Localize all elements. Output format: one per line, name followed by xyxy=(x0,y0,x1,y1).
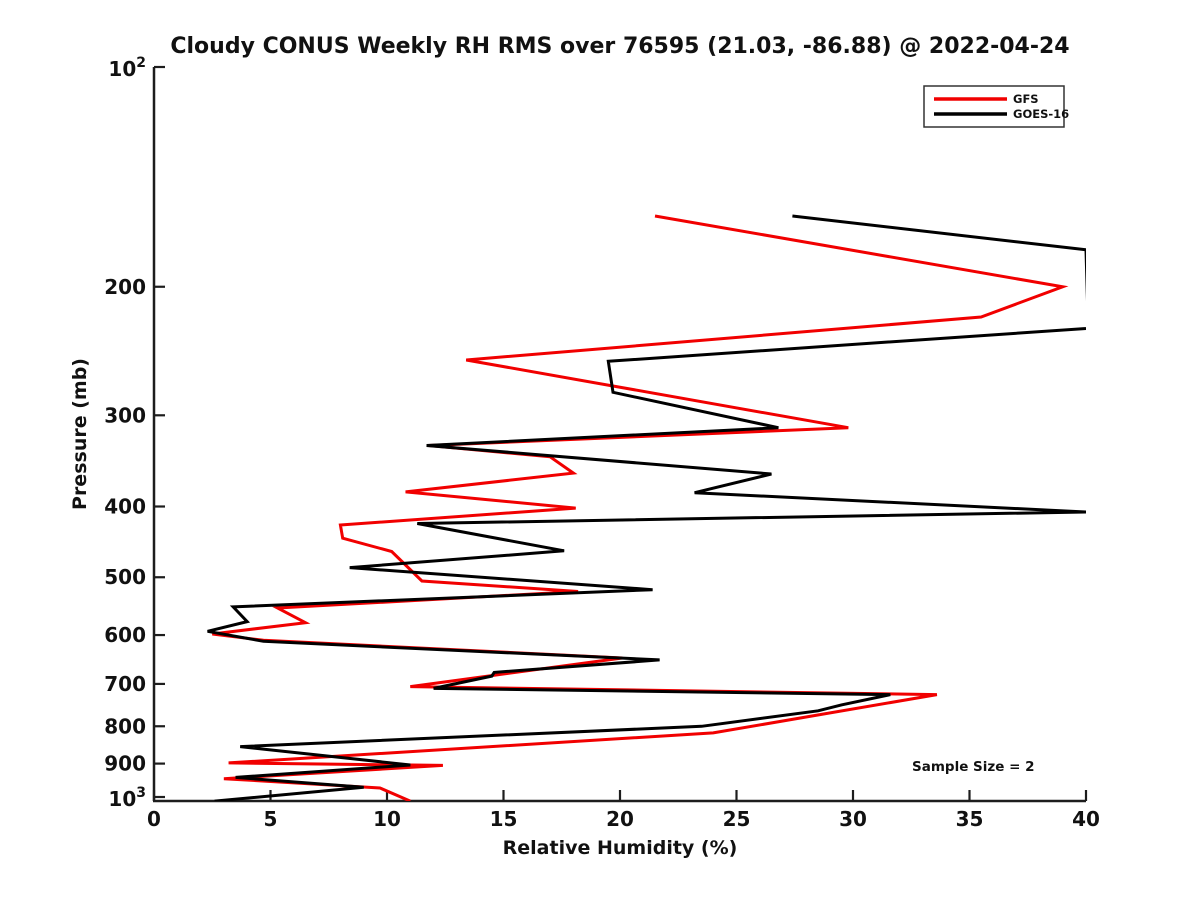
y-tick-label: 400 xyxy=(104,495,146,519)
x-tick-label: 25 xyxy=(723,807,751,831)
gfs-line xyxy=(212,214,1069,801)
y-tick-label: 102 xyxy=(108,55,146,81)
x-tick-label: 10 xyxy=(373,807,401,831)
y-tick-label: 900 xyxy=(104,752,146,776)
x-tick-label: 5 xyxy=(264,807,278,831)
x-tick-label: 15 xyxy=(490,807,518,831)
legend: GFS GOES-16 xyxy=(923,85,1069,128)
y-tick-label: 500 xyxy=(104,565,146,589)
y-tick-label: 300 xyxy=(104,403,146,427)
sample-size-note: Sample Size = 2 xyxy=(912,759,1035,775)
y-tick-label: 800 xyxy=(104,714,146,738)
y-tick-label: 200 xyxy=(104,275,146,299)
x-tick-label: 0 xyxy=(147,807,161,831)
gfs-legend-label: GFS xyxy=(1013,92,1039,106)
legend-entry-goes-16: GOES-16 xyxy=(934,107,1069,121)
x-axis-label: Relative Humidity (%) xyxy=(503,837,738,859)
y-tick-label: 103 xyxy=(108,785,146,811)
y-tick-label: 700 xyxy=(104,672,146,696)
x-tick-label: 35 xyxy=(956,807,984,831)
x-tick-label: 30 xyxy=(839,807,867,831)
legend-entry-gfs: GFS xyxy=(934,92,1039,106)
x-tick-label: 20 xyxy=(606,807,634,831)
y-tick-label: 600 xyxy=(104,623,146,647)
x-tick-label: 40 xyxy=(1072,807,1100,831)
goes-16-legend-label: GOES-16 xyxy=(1013,107,1069,121)
chart-title: Cloudy CONUS Weekly RH RMS over 76595 (2… xyxy=(170,34,1069,59)
goes-16-line xyxy=(207,214,1086,801)
y-axis-label: Pressure (mb) xyxy=(69,358,91,510)
